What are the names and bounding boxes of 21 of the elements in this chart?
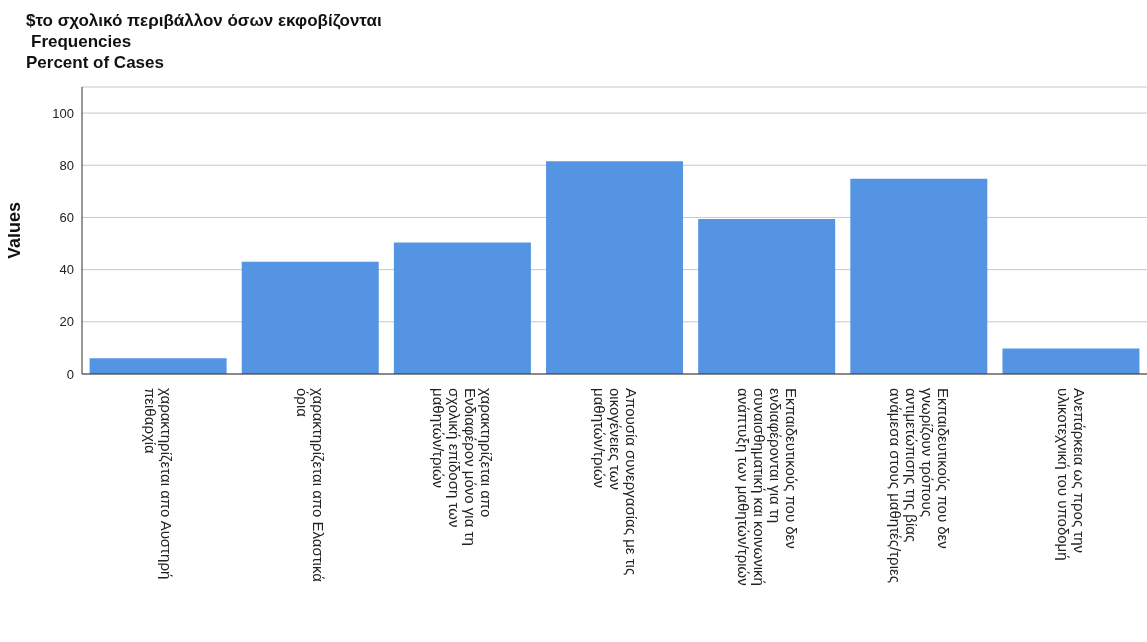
x-tick-label: χαρακτηρίζεται απο Ενδιαφέρον μόνο για τη σχολική επίδοση των μαθητών/τριών (430, 388, 496, 546)
y-tick-label: 60 (59, 210, 74, 226)
x-tick-label: Απουσία συνεργασίας με τις οικογένειες των μαθητών/τριών (590, 388, 640, 576)
text: Percent of Cases (26, 52, 165, 73)
chart-subtitle: Frequencies (30, 31, 133, 52)
chart-title: $το σχολικό περιβάλλον όσων εκφοβίζονται (26, 10, 382, 31)
bar (1002, 348, 1140, 374)
bar (850, 178, 988, 374)
y-tick-label: 100 (52, 105, 74, 121)
y-tick-label: 40 (59, 262, 74, 278)
bar (89, 358, 227, 374)
x-tick-label: χαρακτηρίζεται απο Ελαστικά όρια (294, 388, 328, 583)
bar (546, 161, 684, 374)
x-tick-label: χαρακτηρίζεται απο Αυστηρή πειθαρχία (142, 388, 176, 580)
y-axis-title: Values (4, 201, 25, 260)
y-tick-label: 20 (59, 314, 74, 330)
bar (393, 242, 531, 374)
bar (241, 261, 379, 374)
y-tick-label: 80 (59, 157, 74, 173)
y-tick-label: 0 (66, 366, 74, 382)
bar (698, 219, 836, 374)
